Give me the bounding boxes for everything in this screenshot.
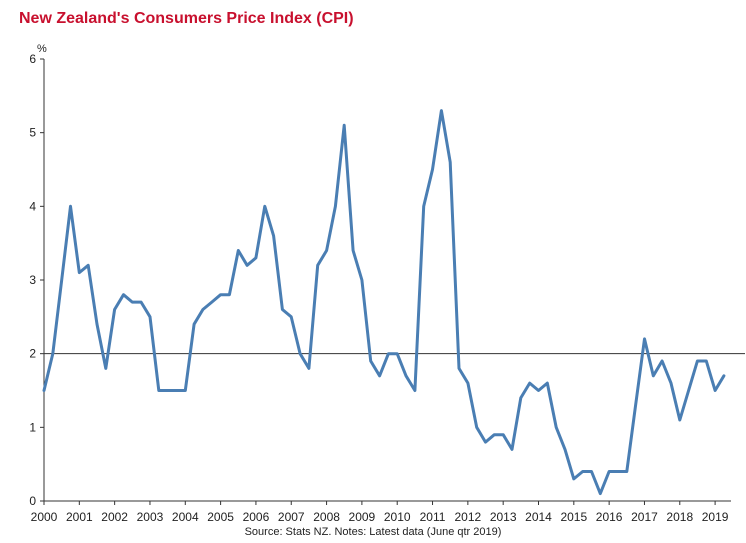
x-tick-label: 2011 [420, 510, 446, 524]
y-axis-unit-label: % [37, 43, 47, 55]
y-tick-label: 2 [29, 347, 36, 361]
y-axis-ticks: 0 1 2 3 4 5 6 [29, 52, 44, 508]
x-tick-label: 2005 [207, 510, 234, 524]
cpi-series-line [42, 109, 726, 496]
x-tick-label: 2018 [666, 510, 693, 524]
x-tick-label: 2002 [101, 510, 128, 524]
y-tick-label: 3 [29, 273, 36, 287]
source-note: Source: Stats NZ. Notes: Latest data (Ju… [244, 526, 502, 538]
x-tick-label: 2016 [596, 510, 623, 524]
x-tick-label: 2003 [137, 510, 164, 524]
x-tick-label: 2009 [349, 510, 376, 524]
x-tick-label: 2008 [313, 510, 340, 524]
y-tick-label: 0 [29, 494, 36, 508]
y-tick-label: 6 [29, 52, 36, 66]
x-tick-label: 2007 [278, 510, 305, 524]
x-tick-label: 2006 [243, 510, 270, 524]
x-tick-label: 2019 [702, 510, 729, 524]
x-tick-label: 2017 [631, 510, 658, 524]
y-tick-label: 5 [29, 126, 36, 140]
x-tick-label: 2001 [66, 510, 93, 524]
chart-title: New Zealand's Consumers Price Index (CPI… [19, 10, 354, 27]
x-tick-label: 2010 [384, 510, 411, 524]
x-tick-label: 2004 [172, 510, 199, 524]
x-axis-ticks: 2000 2001 2002 2003 2004 2005 2006 2007 2008 2009… [31, 501, 729, 524]
x-tick-label: 2012 [455, 510, 482, 524]
x-tick-label: 2015 [560, 510, 587, 524]
x-tick-label: 2000 [31, 510, 58, 524]
y-tick-label: 1 [29, 420, 36, 434]
x-tick-label: 2014 [525, 510, 552, 524]
y-tick-label: 4 [29, 199, 36, 213]
x-tick-label: 2013 [490, 510, 517, 524]
